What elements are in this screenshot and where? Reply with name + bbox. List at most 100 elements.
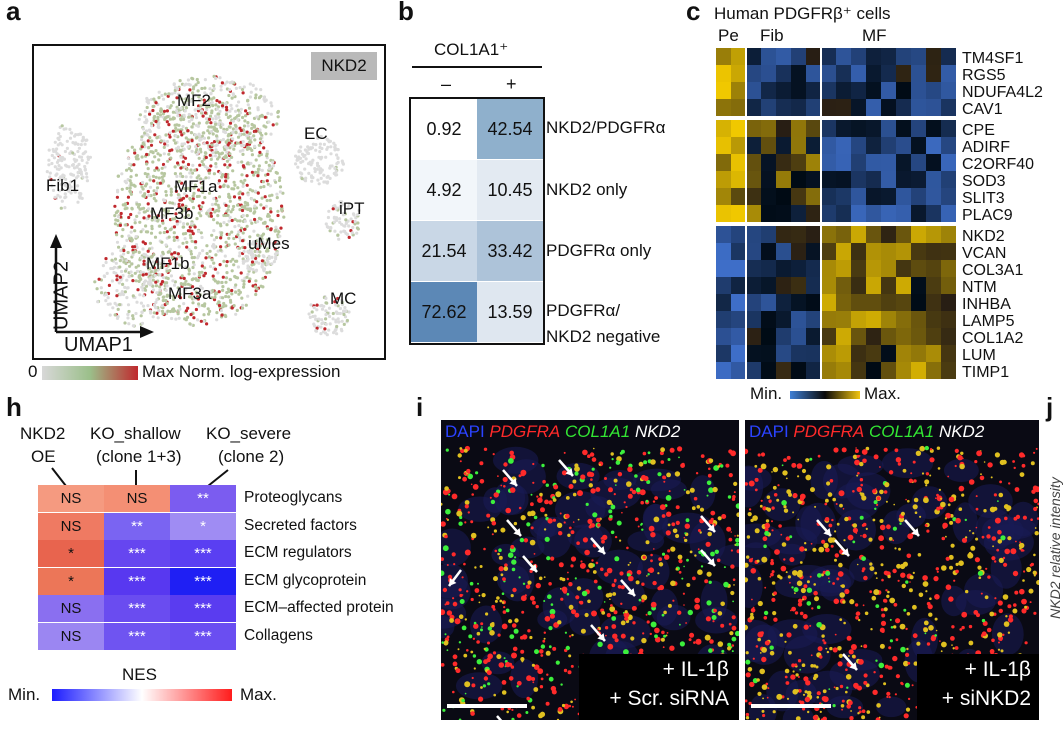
cell-point (256, 174, 260, 178)
cell-point (166, 105, 170, 109)
cell-point (241, 257, 245, 261)
cell-point (173, 217, 177, 221)
cell-point (85, 179, 89, 183)
signal-dot (658, 562, 664, 567)
cell-point (172, 138, 176, 142)
cell-point (265, 154, 269, 158)
heatmap-cell (716, 260, 731, 277)
signal-dot (540, 644, 546, 649)
signal-dot (799, 668, 802, 671)
cell-point (166, 143, 170, 147)
signal-dot (930, 636, 936, 642)
signal-dot (646, 575, 648, 577)
signal-dot (556, 522, 563, 528)
signal-dot (936, 506, 940, 511)
nes-legend-title: NES (122, 665, 157, 684)
cell-point (158, 181, 162, 185)
signal-dot (509, 450, 514, 456)
signal-dot (500, 573, 504, 577)
nucleus (510, 658, 539, 699)
signal-dot (925, 484, 928, 487)
cell-point (62, 127, 66, 131)
cell-point (154, 284, 158, 288)
cell-point (167, 152, 171, 156)
signal-dot (1036, 580, 1039, 585)
cell-point (241, 91, 245, 95)
cell-point (148, 112, 152, 116)
signal-dot (998, 641, 1000, 644)
signal-dot (955, 569, 959, 574)
cell-point (166, 94, 170, 98)
cell-point (227, 295, 231, 299)
signal-dot (1033, 498, 1039, 504)
signal-dot (498, 555, 503, 560)
cell-point (336, 296, 340, 301)
cell-point (310, 179, 314, 183)
signal-dot (566, 592, 570, 596)
signal-dot (563, 521, 566, 524)
cluster-label: MF1b (146, 254, 190, 273)
signal-dot (764, 530, 770, 536)
signal-dot (954, 464, 957, 468)
cell-point (57, 132, 61, 136)
cell-point (183, 156, 188, 160)
signal-dot (976, 613, 980, 618)
signal-dot (893, 602, 898, 607)
cell-point (230, 144, 234, 148)
cell-point (336, 156, 340, 160)
cell-point (217, 206, 221, 210)
cell-point (65, 139, 69, 143)
signal-dot (537, 668, 544, 675)
cell-point (309, 174, 314, 178)
heatmap-cell (881, 99, 896, 116)
cell-point (276, 209, 280, 213)
heatmap-cell (941, 205, 956, 222)
cell-point (185, 93, 189, 97)
heatmap-cell (791, 205, 806, 222)
cell-point (176, 114, 180, 118)
signal-dot (697, 529, 701, 532)
signal-dot (989, 506, 996, 513)
signal-dot (1002, 633, 1005, 636)
signal-dot (574, 577, 577, 580)
cell-point (120, 187, 124, 191)
heatmap-cell (836, 362, 851, 379)
signal-dot (463, 472, 467, 475)
cell-point (332, 220, 337, 224)
cell-point (133, 151, 137, 155)
cell-point (167, 92, 171, 96)
signal-dot (894, 547, 897, 550)
signal-dot (923, 627, 929, 633)
cell-point (211, 132, 215, 136)
cell-point (250, 221, 254, 225)
signal-dot (464, 692, 467, 695)
signal-dot (689, 550, 693, 554)
cell-point (303, 148, 307, 152)
cell-point (309, 163, 313, 167)
cell-point (128, 179, 132, 183)
heatmap-cell (866, 65, 881, 82)
signal-dot (854, 449, 859, 453)
cell-point (248, 209, 253, 213)
heatmap-cell (881, 171, 896, 188)
signal-dot (905, 707, 911, 712)
cell-point (163, 199, 167, 203)
cell-point (298, 156, 303, 160)
signal-dot (827, 492, 833, 497)
cell-point (185, 240, 189, 244)
cell-point (227, 219, 231, 223)
cell-point (273, 252, 278, 256)
cell-point (170, 148, 174, 152)
signal-dot (773, 493, 778, 497)
cell-point (82, 151, 86, 155)
heatmap-cell (881, 294, 896, 311)
cell-point (153, 133, 157, 137)
signal-dot (445, 448, 449, 452)
cell-point (165, 139, 170, 144)
cell-point (228, 199, 232, 203)
cell-point (221, 101, 225, 105)
cell-point (160, 309, 165, 313)
cell-point (160, 304, 164, 308)
signal-dot (910, 472, 913, 475)
cell-point (188, 171, 192, 175)
